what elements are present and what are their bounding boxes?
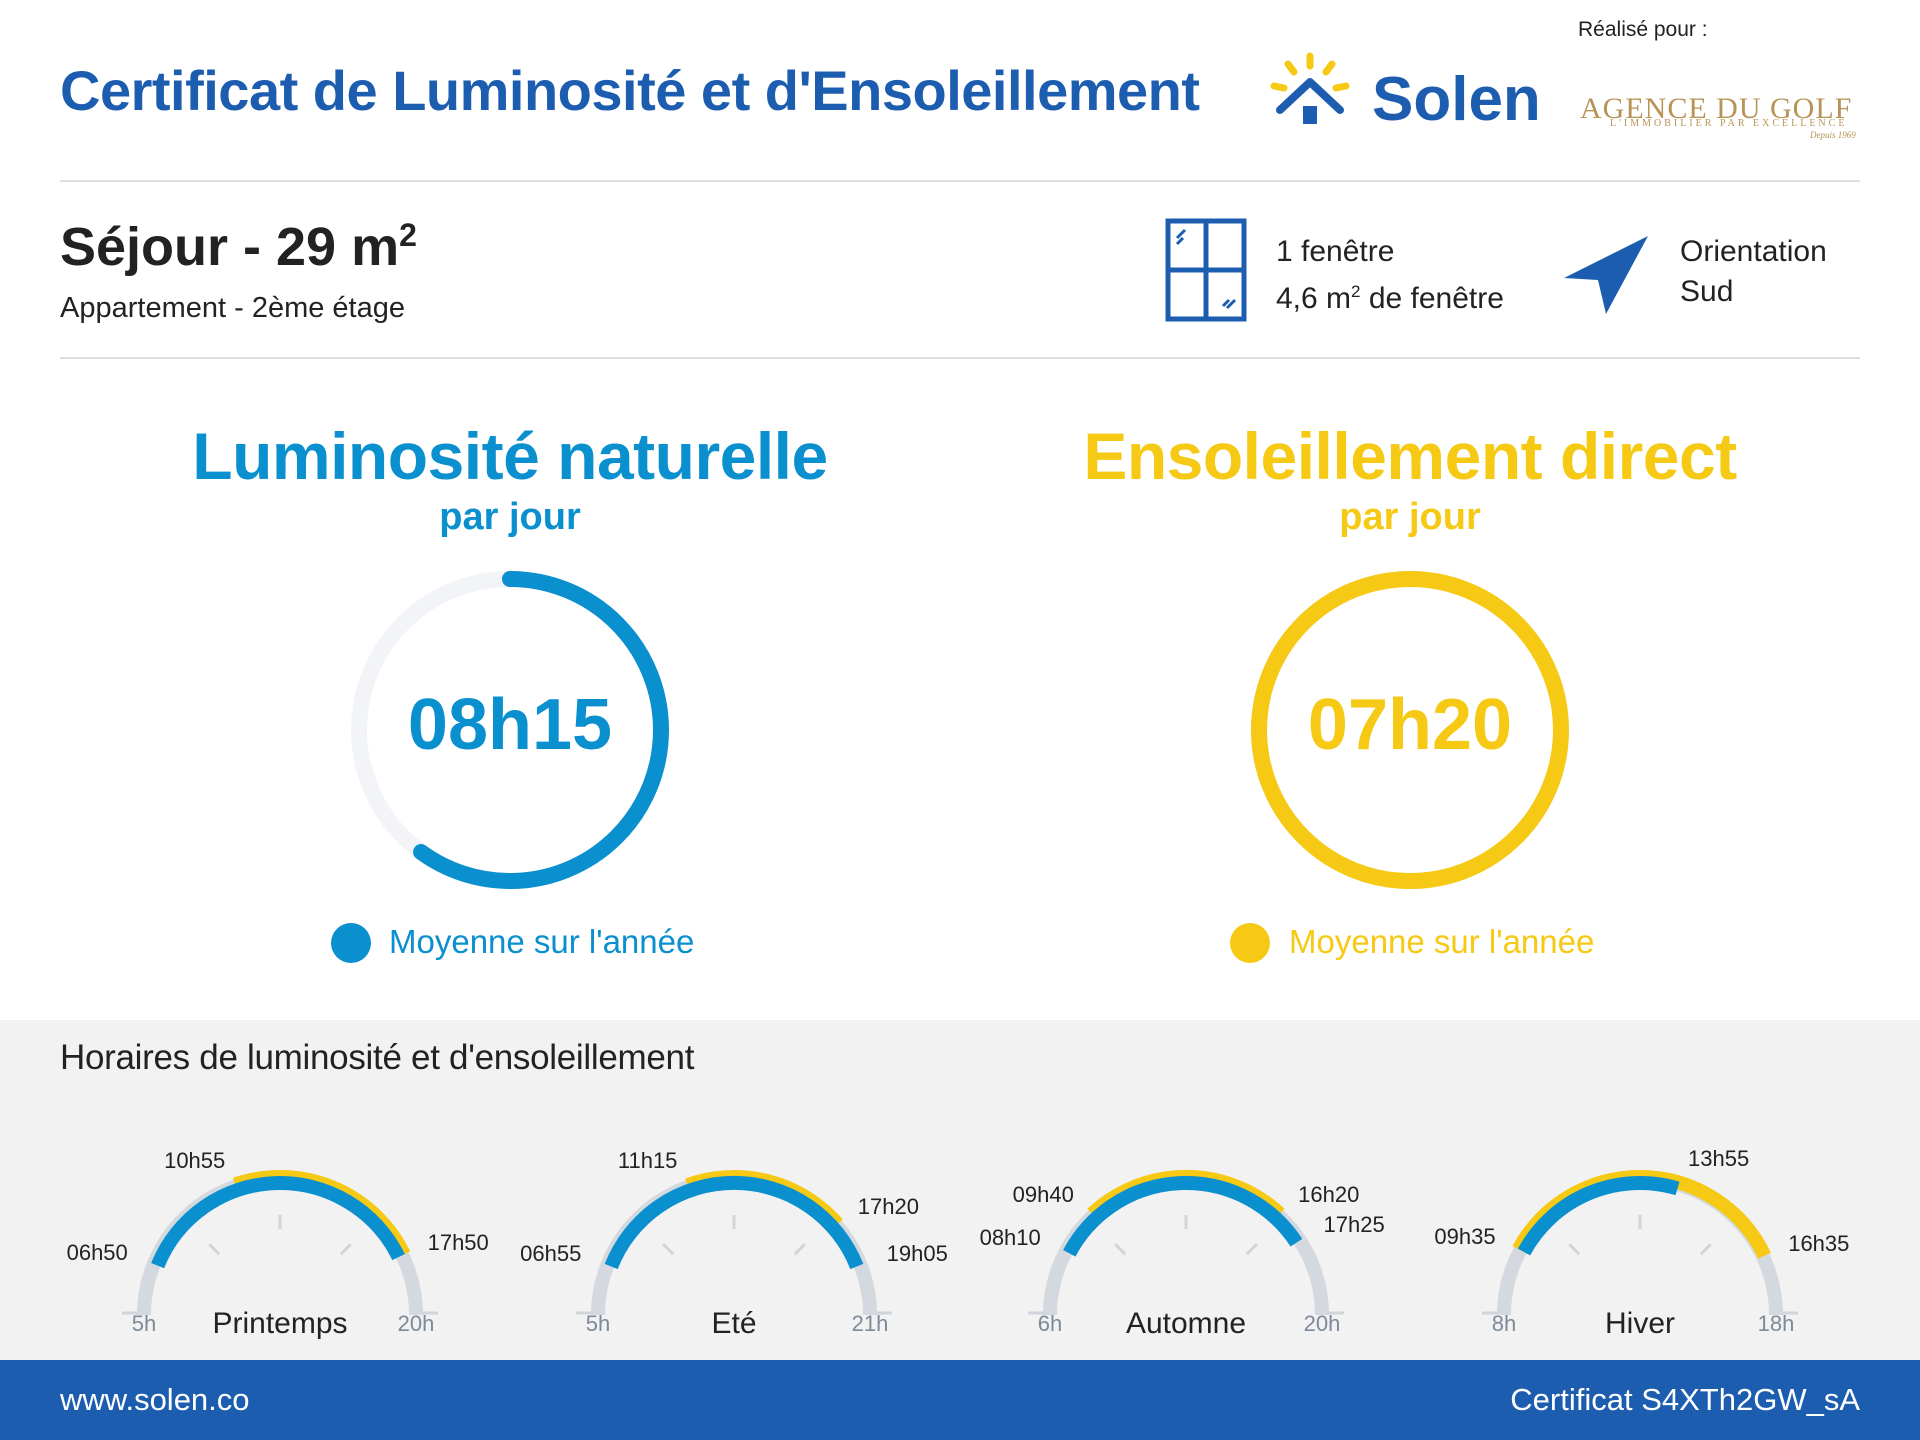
- gauge-track: [1043, 1172, 1329, 1316]
- season-gauge-4: [1482, 1170, 1798, 1316]
- partner-tagline: L'IMMOBILIER PAR EXCELLENCE: [1610, 118, 1848, 129]
- page-title: Certificat de Luminosité et d'Ensoleille…: [60, 59, 1200, 122]
- gauge-light-end: 17h25: [1323, 1212, 1385, 1238]
- gauge-season-name: Printemps: [212, 1307, 348, 1340]
- gauge-light-end: 19h05: [886, 1241, 948, 1267]
- gauge-track: [1497, 1172, 1783, 1316]
- gauge-light-start: 09h35: [1434, 1223, 1496, 1249]
- gauge-sun-start: 11h15: [617, 1148, 678, 1174]
- gauge-season-name: Eté: [711, 1307, 757, 1340]
- gauge-sun-end: 17h20: [857, 1194, 919, 1220]
- gauge-axis-end: 20h: [1303, 1311, 1341, 1336]
- window-area: 4,6 m2 de fenêtre: [1276, 282, 1504, 315]
- gauge-tick: [1699, 1243, 1712, 1256]
- gauge-tick: [662, 1243, 675, 1256]
- gauge-axis-end: 21h: [851, 1311, 889, 1336]
- gauge-track: [137, 1172, 423, 1316]
- sunlight-value: 07h20: [1307, 685, 1513, 765]
- gauge-sun-end: 16h35: [1788, 1231, 1850, 1257]
- gauge-tick: [793, 1243, 806, 1256]
- orientation-label: Orientation: [1680, 235, 1827, 268]
- orientation-arrow-icon: [1564, 236, 1648, 314]
- gauge-light-start: 06h50: [66, 1240, 128, 1266]
- gauge-axis-end: 20h: [397, 1311, 435, 1336]
- room-title: Séjour - 29 m2: [60, 217, 417, 277]
- orientation-value: Sud: [1680, 275, 1734, 308]
- sunlight-ring-progress: [1251, 571, 1569, 889]
- luminosity-legend-dot: [331, 923, 371, 963]
- season-gauge-2: [576, 1170, 892, 1316]
- sunlight-title: Ensoleillement direct: [1083, 419, 1737, 493]
- gauge-track: [591, 1172, 877, 1316]
- gauge-light-arc: [1517, 1175, 1680, 1256]
- gauge-axis-start: 8h: [1491, 1311, 1517, 1336]
- luminosity-ring-progress: [351, 571, 669, 889]
- gauge-light-end: 13h55: [1688, 1145, 1750, 1171]
- solen-logo-icon: [1270, 52, 1350, 124]
- window-count: 1 fenêtre: [1276, 235, 1395, 268]
- orientation-info: Orientation Sud: [1680, 232, 1827, 312]
- window-info: 1 fenêtre 4,6 m2 de fenêtre: [1276, 232, 1504, 319]
- made-for-label: Réalisé pour :: [1578, 18, 1708, 41]
- gauge-axis-start: 6h: [1037, 1311, 1063, 1336]
- luminosity-ring: [351, 571, 669, 889]
- sunlight-subtitle: par jour: [1339, 496, 1481, 538]
- season-gauge-3: [1028, 1169, 1344, 1316]
- gauge-tick: [1114, 1243, 1127, 1256]
- gauge-axis-start: 5h: [585, 1311, 611, 1336]
- gauge-tick: [339, 1243, 352, 1256]
- gauge-sun-start: 09h40: [1012, 1182, 1074, 1208]
- gauge-light-arc: [151, 1176, 405, 1269]
- window-icon: [1165, 218, 1247, 322]
- gauge-season-name: Automne: [1125, 1307, 1247, 1340]
- gauge-axis-start: 5h: [131, 1311, 157, 1336]
- gauge-season-name: Hiver: [1604, 1307, 1675, 1340]
- partner-logo: AGENCE DU GOLF: [1580, 92, 1853, 125]
- partner-since: Depuis 1969: [1810, 130, 1856, 140]
- sunlight-ring: [1251, 571, 1569, 889]
- gauge-light-start: 08h10: [979, 1225, 1041, 1251]
- gauge-sun-start: 10h55: [164, 1147, 226, 1173]
- divider: [60, 180, 1860, 182]
- luminosity-legend: Moyenne sur l'année: [389, 923, 695, 960]
- gauge-tick: [1568, 1243, 1581, 1256]
- sunlight-legend: Moyenne sur l'année: [1289, 923, 1595, 960]
- gauge-tick: [208, 1243, 221, 1256]
- season-gauge-1: [122, 1170, 438, 1316]
- luminosity-title: Luminosité naturelle: [192, 419, 828, 493]
- gauge-tick: [1245, 1243, 1258, 1256]
- gauge-light-arc: [1063, 1176, 1303, 1257]
- gauge-light-end: 17h50: [427, 1229, 489, 1255]
- luminosity-value: 08h15: [407, 685, 613, 765]
- certificate-id: Certificat S4XTh2GW_sA: [1510, 1382, 1860, 1417]
- website-link[interactable]: www.solen.co: [60, 1382, 250, 1417]
- luminosity-subtitle: par jour: [439, 496, 581, 538]
- sunlight-legend-dot: [1230, 923, 1270, 963]
- schedule-title: Horaires de luminosité et d'ensoleilleme…: [60, 1038, 695, 1077]
- gauge-axis-end: 18h: [1757, 1311, 1795, 1336]
- gauge-light-start: 06h55: [520, 1241, 582, 1267]
- footer: [0, 1360, 1920, 1440]
- gauge-sun-end: 16h20: [1298, 1182, 1360, 1208]
- divider: [60, 357, 1860, 359]
- room-description: Appartement - 2ème étage: [60, 292, 405, 324]
- gauge-light-arc: [604, 1176, 864, 1270]
- brand-name: Solen: [1372, 65, 1541, 134]
